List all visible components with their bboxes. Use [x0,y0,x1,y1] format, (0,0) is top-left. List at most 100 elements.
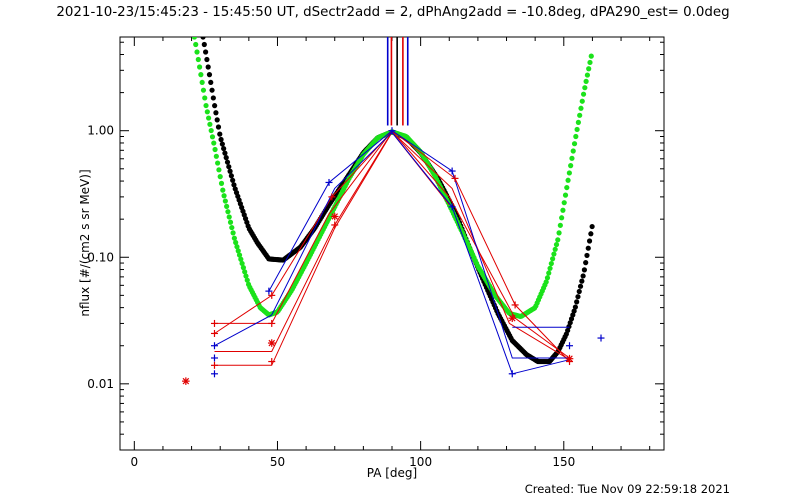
fit-point [579,98,585,104]
fit-point [201,41,207,48]
fit-point [224,203,230,209]
fit-point [577,112,583,118]
plus-marker [268,291,276,299]
data-polyline-4 [268,130,570,359]
fit-point [208,127,214,134]
fit-point [195,56,201,63]
fit-point [574,126,580,133]
fit-point [212,146,218,153]
axis-ticks: 0 50 100 150 0.01 0.10 1.00 [87,37,664,469]
plus-marker [388,127,396,135]
fit-point [583,78,589,84]
fit-point [572,304,578,310]
fit-point [548,260,554,267]
fit-point [209,87,215,93]
fit-point [221,145,227,152]
fit-point [588,53,594,59]
fit-point [230,230,236,236]
plus-marker [448,167,456,175]
fit-point [203,49,209,55]
fit-point [566,170,572,176]
plus-marker [210,329,218,337]
fit-point [242,269,248,275]
fit-point [216,167,222,173]
fit-point [212,103,218,109]
fit-point [582,85,588,91]
x-tick-label: 100 [409,455,432,469]
fit-point [213,110,219,116]
fit-point [193,41,199,48]
fit-point [573,133,579,140]
plus-marker [210,361,218,369]
data-polyline-1 [214,130,570,359]
fit-point [220,187,226,193]
fit-point [219,141,225,147]
fit-point [217,174,223,180]
fit-point [228,173,234,179]
fit-point [583,260,589,266]
fit-point [588,231,594,237]
star-marker [267,339,276,347]
fit-point [218,180,225,186]
plus-marker [268,319,276,327]
fit-point [222,150,228,156]
fit-point [205,64,211,70]
star-marker [182,377,190,385]
fit-point [564,184,570,191]
fit-point [199,79,205,86]
y-tick-label: 1.00 [87,124,114,138]
fit-point [569,155,575,161]
plus-marker [511,301,519,309]
fit-point [198,72,204,78]
plot-area [182,37,605,385]
fit-point [194,49,200,55]
fit-point [223,155,229,161]
fit-point [226,164,232,170]
fit-point [213,153,219,159]
fit-point [229,224,235,231]
plus-marker [597,334,605,342]
x-tick-label: 50 [270,455,285,469]
fit-point [214,117,220,123]
fit-point [200,37,206,40]
fit-point [547,265,553,271]
fit-point [580,91,587,97]
fit-point [586,238,593,244]
fit-point [217,131,223,137]
plus-marker [210,354,218,362]
fit-point [580,273,586,279]
fit-point [562,192,569,198]
fit-point [236,252,243,258]
fit-point [551,251,557,257]
plus-marker [328,193,336,201]
fit-point [581,267,588,273]
fit-point [576,288,582,295]
fit-point [239,260,245,267]
plus-marker [448,203,456,211]
fit-point [240,265,246,271]
fit-point [560,207,566,213]
fit-point [570,148,576,154]
star-marker [565,354,574,363]
fit-point [221,193,227,199]
plus-marker [265,287,273,295]
fit-point [546,270,552,276]
plus-marker [508,370,516,378]
fit-point [231,235,237,241]
fit-point [555,237,561,243]
fit-point [544,275,551,281]
data-layer [182,37,605,385]
fit-point [550,256,556,262]
chart-title: 2021-10-23/15:45:23 - 15:45:50 UT, dSect… [56,5,729,20]
fit-point [235,248,241,254]
fit-point [589,223,595,230]
fit-point [206,72,213,78]
fit-point [230,177,236,183]
fit-point [575,294,581,300]
y-tick-label: 0.10 [87,250,114,264]
fit-point [574,299,580,305]
fit-point [227,219,234,225]
fit-point [215,160,221,166]
fit-point [552,246,558,252]
fit-point [227,168,233,174]
